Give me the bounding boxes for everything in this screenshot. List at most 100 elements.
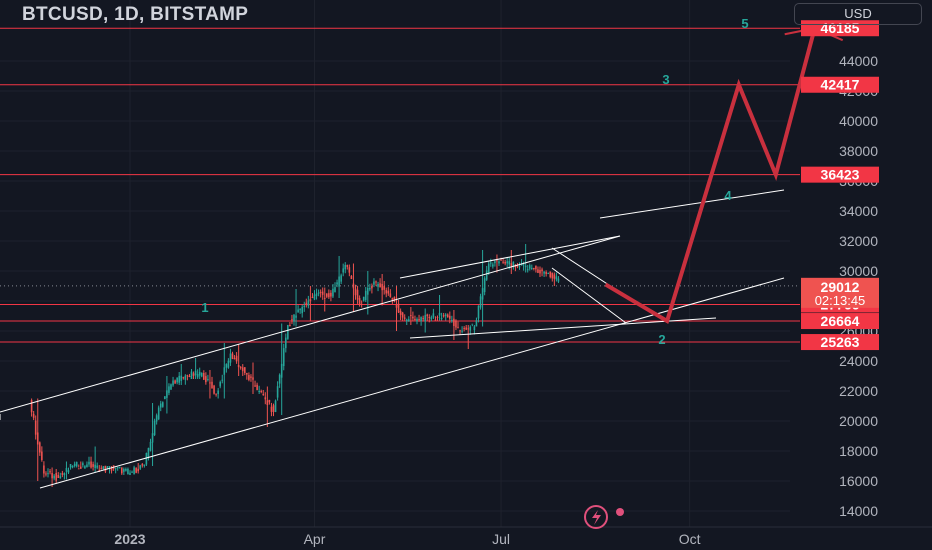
candle-body <box>250 376 252 378</box>
x-tick-label: Apr <box>304 531 326 547</box>
candle-body <box>434 319 437 321</box>
candle-body <box>96 465 98 468</box>
candle-body <box>528 265 531 269</box>
price-label-text: 42417 <box>821 77 860 93</box>
candle-body <box>223 367 226 375</box>
wave-projection-path[interactable] <box>604 27 817 325</box>
candle-body <box>241 367 244 372</box>
candle-body <box>319 291 322 293</box>
candle-body <box>39 442 41 453</box>
y-tick-label: 32000 <box>839 233 878 249</box>
candle-body <box>207 378 209 381</box>
candle-body <box>426 314 429 317</box>
candle-body <box>186 375 189 377</box>
wave-label-4: 4 <box>724 188 732 203</box>
candle-body <box>397 303 400 313</box>
grid-layer <box>0 0 790 527</box>
candle-body <box>383 286 385 290</box>
candle-body <box>549 271 552 278</box>
candle-body <box>358 298 361 304</box>
candle-body <box>348 267 351 273</box>
candle-body <box>61 473 64 475</box>
candle-body <box>219 381 221 387</box>
candle-body <box>367 287 369 295</box>
candle-body <box>147 448 150 458</box>
upper-parallel-line[interactable] <box>599 189 785 219</box>
candle-body <box>88 461 90 465</box>
consolidation-top-line[interactable] <box>399 235 621 279</box>
candle-body <box>334 287 336 293</box>
candle-body <box>106 466 109 470</box>
candle-body <box>420 317 422 322</box>
price-label-box <box>801 166 879 183</box>
candle-body <box>424 315 426 322</box>
candle-body <box>492 264 494 267</box>
trend-drawings[interactable] <box>0 189 785 489</box>
candle-body <box>301 307 303 314</box>
candle-body <box>446 314 449 318</box>
candle-body <box>373 281 375 285</box>
candle-body <box>157 407 160 420</box>
channel-lower-line[interactable] <box>39 277 785 489</box>
candle-body <box>174 380 176 384</box>
wave-label-5: 5 <box>741 16 748 31</box>
candle-body <box>51 473 53 479</box>
candle-body <box>330 292 332 297</box>
candle-body <box>500 259 502 261</box>
candle-body <box>118 466 121 468</box>
candle-body <box>162 402 164 407</box>
y-tick-label: 44000 <box>839 53 878 69</box>
candle-body <box>278 374 281 384</box>
candle-body <box>141 464 144 466</box>
candle-body <box>422 318 424 320</box>
price-label-text: 25263 <box>821 334 860 350</box>
candle-body <box>274 400 277 412</box>
candle-body <box>436 316 439 318</box>
horizontal-levels[interactable] <box>0 27 800 343</box>
candle-body <box>55 473 57 481</box>
candle-body <box>307 300 310 306</box>
candle-body <box>287 325 289 339</box>
notification-dot <box>616 508 624 516</box>
candle-body <box>512 261 515 267</box>
candle-body <box>369 288 371 290</box>
candle-body <box>266 400 269 406</box>
candle-body <box>235 355 238 362</box>
candle-body <box>143 464 146 466</box>
candle-body <box>151 433 154 443</box>
candle-body <box>487 263 490 273</box>
flag-lower-line[interactable] <box>551 267 627 324</box>
candle-body <box>356 289 359 300</box>
candle-body <box>289 325 291 326</box>
candle-body <box>479 296 482 308</box>
candle-body <box>524 265 527 268</box>
y-tick-label: 40000 <box>839 113 878 129</box>
candle-body <box>256 384 258 391</box>
candle-body <box>211 381 213 389</box>
candle-body <box>377 283 379 287</box>
currency-button[interactable]: USD <box>794 3 922 25</box>
candle-body <box>526 269 529 271</box>
candle-body <box>350 275 353 280</box>
candle-body <box>455 320 457 328</box>
candle-body <box>533 268 535 269</box>
price-label-text: 26664 <box>821 313 860 329</box>
candle-body <box>254 385 256 387</box>
candle-body <box>449 315 451 319</box>
candle-body <box>213 385 215 394</box>
channel-upper-line[interactable] <box>0 235 621 413</box>
candle-body <box>127 468 129 475</box>
lightning-icon[interactable] <box>584 505 608 529</box>
y-tick-label: 20000 <box>839 413 878 429</box>
candle-body <box>159 403 162 408</box>
price-label-box <box>801 313 879 330</box>
candle-body <box>73 463 76 466</box>
x-tick-label: Oct <box>679 531 701 547</box>
candle-body <box>77 468 80 470</box>
candle-body <box>440 317 443 319</box>
candle-body <box>471 323 474 325</box>
candle-body <box>326 293 328 297</box>
candle-body <box>178 375 180 383</box>
